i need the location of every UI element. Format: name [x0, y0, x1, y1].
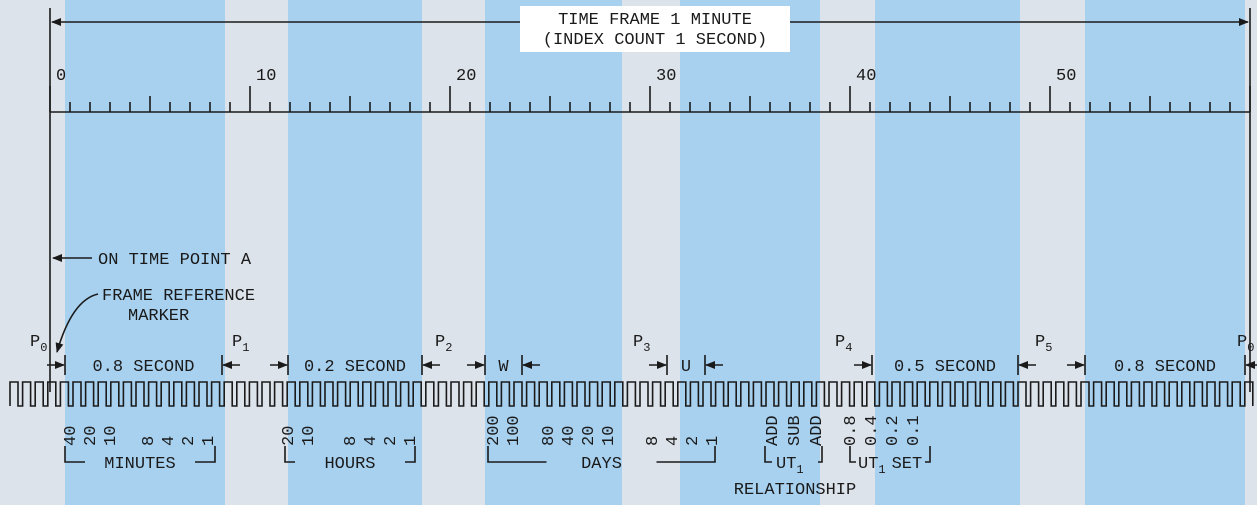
interval-label: 0.5 SECOND	[894, 358, 996, 377]
group-bracket	[284, 446, 416, 463]
relationship-label: RELATIONSHIP	[734, 481, 856, 500]
frame-ref-label: MARKER	[128, 307, 189, 326]
group-bracket	[487, 446, 716, 463]
band	[485, 0, 622, 505]
position-marker: P0	[30, 333, 47, 355]
interval-label: U	[681, 358, 691, 377]
bit-weight: 200	[485, 415, 504, 446]
position-marker: P0	[1237, 333, 1254, 355]
bit-weight: 10	[600, 426, 619, 446]
marker-letter: P	[1035, 333, 1045, 352]
group-bracket	[64, 446, 216, 463]
on-time-label: ON TIME POINT A	[98, 251, 252, 270]
band	[1085, 0, 1245, 505]
scale-label: 30	[656, 67, 676, 86]
band	[680, 0, 820, 505]
bit-weight: 4	[664, 436, 683, 446]
scale-label: 10	[256, 67, 276, 86]
bit-weight: 8	[140, 436, 159, 446]
group-label: DAYS	[581, 455, 622, 474]
bit-weight: 8	[644, 436, 663, 446]
marker-letter: P	[232, 333, 242, 352]
pulse-train	[9, 381, 1254, 407]
ut1-text: UT	[776, 455, 796, 474]
marker-letter: P	[633, 333, 643, 352]
frame-ref-label: FRAME REFERENCE	[102, 287, 255, 306]
bit-weight: 0.4	[863, 415, 882, 446]
marker-subscript: 2	[445, 341, 452, 355]
bit-weight: 2	[180, 436, 199, 446]
bit-weight: 20	[580, 426, 599, 446]
ut1-text: UT	[858, 455, 878, 474]
interval-label: 0.2 SECOND	[304, 358, 406, 377]
marker-letter: P	[435, 333, 445, 352]
scale-label: 40	[856, 67, 876, 86]
bit-weight: 80	[540, 426, 559, 446]
ut1-set-bracket	[849, 446, 931, 463]
band	[65, 0, 225, 505]
bit-weight: 4	[362, 436, 381, 446]
bit-weight: 2	[684, 436, 703, 446]
band	[288, 0, 422, 505]
ut1-sub: 1	[796, 463, 803, 477]
bit-weight: SUB	[786, 415, 805, 446]
bit-weight: 4	[160, 436, 179, 446]
position-marker: P4	[835, 333, 852, 355]
bit-weight: 1	[704, 436, 723, 446]
ut1-sub: 1	[878, 463, 885, 477]
position-marker: P2	[435, 333, 452, 355]
ut1-set-label: UT1 SET	[858, 455, 922, 477]
interval-label: W	[498, 358, 509, 377]
position-marker: P5	[1035, 333, 1052, 355]
bit-weight: 0.1	[905, 415, 924, 446]
bit-weight: ADD	[808, 415, 827, 446]
bit-weight: 10	[102, 426, 121, 446]
bit-weight: 1	[200, 436, 219, 446]
marker-subscript: 5	[1045, 341, 1052, 355]
ut1-bracket	[764, 446, 823, 463]
arrow	[55, 293, 99, 353]
ut1-set: SET	[892, 455, 923, 474]
scale-label: 0	[56, 67, 66, 86]
scale-label: 50	[1056, 67, 1076, 86]
group-label: MINUTES	[104, 455, 175, 474]
bit-weight: 40	[560, 426, 579, 446]
band	[875, 0, 1020, 505]
title-box	[520, 6, 790, 52]
ut1-label: UT1	[776, 455, 804, 477]
scale-label: 20	[456, 67, 476, 86]
bit-weight: 100	[505, 415, 524, 446]
bit-weight: 2	[382, 436, 401, 446]
interval-label: 0.8 SECOND	[1114, 358, 1216, 377]
position-marker: P1	[232, 333, 249, 355]
marker-letter: P	[30, 333, 40, 352]
bit-weight: 1	[402, 436, 421, 446]
marker-subscript: 0	[40, 341, 47, 355]
bit-weight: ADD	[764, 415, 783, 446]
bit-weight: 20	[82, 426, 101, 446]
bit-weight: 0.8	[842, 415, 861, 446]
bands	[65, 0, 1245, 505]
marker-letter: P	[1237, 333, 1247, 352]
marker-letter: P	[835, 333, 845, 352]
interval-label: 0.8 SECOND	[92, 358, 194, 377]
marker-subscript: 3	[643, 341, 650, 355]
subtitle: (INDEX COUNT 1 SECOND)	[543, 31, 767, 50]
position-marker: P3	[633, 333, 650, 355]
marker-subscript: 4	[845, 341, 852, 355]
marker-subscript: 0	[1247, 341, 1254, 355]
bit-weight: 40	[62, 426, 81, 446]
bit-weight: 0.2	[884, 415, 903, 446]
title: TIME FRAME 1 MINUTE	[558, 11, 752, 30]
bit-weight: 10	[300, 426, 319, 446]
bit-weight: 8	[342, 436, 361, 446]
group-label: HOURS	[324, 455, 375, 474]
bit-weight: 20	[280, 426, 299, 446]
marker-subscript: 1	[242, 341, 249, 355]
